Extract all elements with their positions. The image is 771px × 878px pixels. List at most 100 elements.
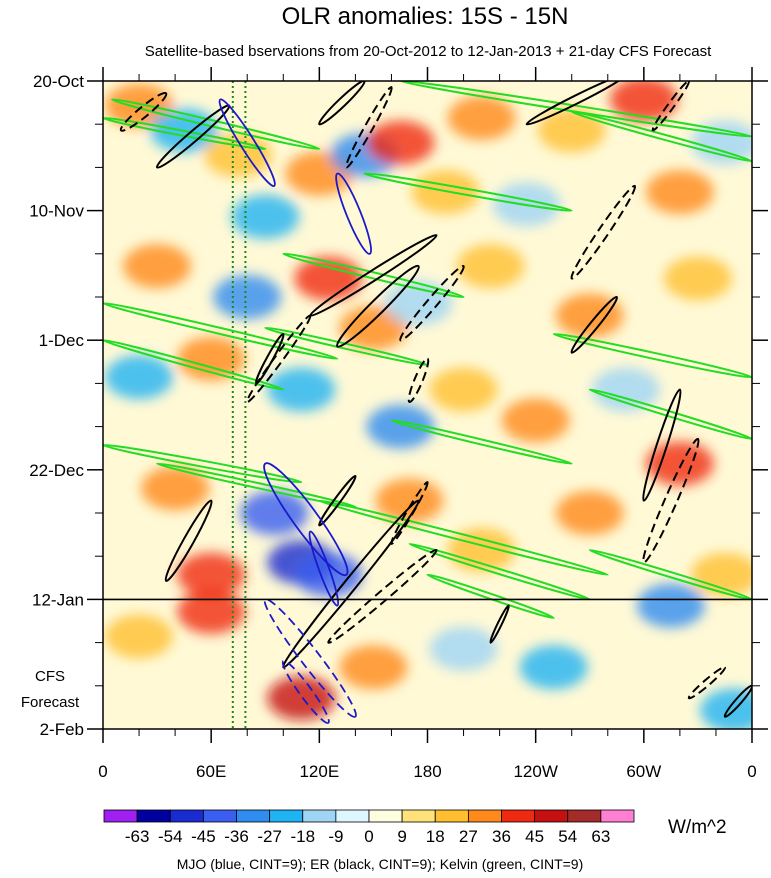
y-tick-label-5: 2-Feb — [40, 720, 84, 739]
mjo-contours — [218, 98, 372, 724]
anomaly-patch-27 — [501, 398, 570, 443]
anomaly-patch-21 — [663, 256, 732, 301]
anomaly-patch-46 — [699, 688, 752, 729]
colorbar-units: W/m^2 — [668, 817, 727, 838]
y-tick-label-0: 20-Oct — [33, 72, 84, 91]
mjo-contour-3 — [308, 530, 340, 607]
colorbar-label-10: 27 — [459, 827, 478, 846]
anomaly-patch-36 — [447, 528, 516, 573]
x-tick-label-0: 0 — [98, 762, 107, 781]
colorbar-label-3: -36 — [224, 827, 249, 846]
anomaly-patch-39 — [105, 614, 174, 659]
anomaly-patch-28 — [591, 367, 660, 412]
y-axis: 20-Oct 10-Nov 1-Dec 22-Dec 12-Jan 2-Feb — [29, 72, 768, 739]
anomaly-patch-10 — [537, 108, 606, 153]
colorbar-swatch-4 — [236, 809, 271, 823]
y-tick-label-1: 10-Nov — [29, 202, 84, 221]
colorbar-swatch-11 — [467, 809, 502, 823]
colorbar-label-6: -9 — [328, 827, 343, 846]
colorbar-swatch-12 — [501, 809, 536, 823]
anomaly-patch-12 — [645, 170, 714, 215]
colorbar-swatch-8 — [368, 809, 403, 823]
er-contour-0 — [119, 91, 168, 132]
anomaly-patch-33 — [294, 552, 363, 597]
colorbar-label-11: 36 — [492, 827, 511, 846]
colorbar-swatch-6 — [302, 809, 337, 823]
anomaly-patch-0 — [105, 83, 174, 128]
colorbar-swatch-5 — [269, 809, 304, 823]
er-contour-6 — [570, 184, 637, 280]
anomaly-patch-22 — [105, 355, 174, 400]
forecast-label-line1: CFS — [35, 668, 65, 685]
kelvin-contour-11 — [390, 419, 573, 465]
forecast-label-line2: Forecast — [21, 694, 80, 711]
colorbar-label-12: 45 — [525, 827, 544, 846]
x-tick-label-2: 120E — [299, 762, 339, 781]
x-tick-label-5: 60W — [626, 762, 661, 781]
er-contour-4 — [525, 81, 627, 126]
x-tick-label-1: 60E — [196, 762, 226, 781]
chart-subtitle: Satellite-based bservations from 20-Oct-… — [145, 43, 712, 60]
anomaly-patch-24 — [267, 367, 336, 412]
colorbar-swatch-9 — [401, 809, 436, 823]
colorbar-label-5: -18 — [290, 827, 315, 846]
anomaly-patch-38 — [690, 552, 752, 597]
colorbar-swatch-15 — [600, 809, 635, 823]
er-contour-10 — [570, 295, 619, 354]
colorbar-label-0: -63 — [125, 827, 150, 846]
colorbar-swatch-14 — [567, 809, 602, 823]
plot-area — [103, 81, 752, 729]
mjo-contour-5 — [281, 660, 330, 724]
anomaly-patch-26 — [429, 367, 498, 412]
anomaly-patch-8 — [447, 96, 516, 141]
kelvin-contour-14 — [318, 499, 609, 576]
kelvin-contour-1 — [103, 116, 267, 151]
colorbar-swatch-1 — [136, 809, 171, 823]
mjo-contour-2 — [263, 462, 349, 577]
anomaly-patch-23 — [177, 336, 246, 381]
colorbar-swatch-13 — [534, 809, 569, 823]
anomaly-patch-37 — [555, 491, 624, 535]
anomaly-patch-31 — [240, 491, 309, 535]
colorbar-swatch-0 — [103, 809, 138, 823]
anomaly-patch-40 — [177, 589, 246, 634]
colorbar-label-14: 63 — [591, 827, 610, 846]
x-axis: 0 60E 120E 180 120W 60W 0 — [98, 67, 757, 781]
y-tick-label-2: 1-Dec — [39, 331, 85, 350]
colorbar-label-7: 0 — [364, 827, 373, 846]
anomaly-patch-18 — [384, 281, 453, 326]
anomaly-patch-34 — [177, 552, 246, 597]
er-contour-16 — [164, 499, 213, 582]
anomaly-patch-17 — [339, 305, 408, 350]
colorbar-label-4: -27 — [257, 827, 282, 846]
er-contour-23 — [723, 684, 752, 718]
colorbar-label-9: 18 — [426, 827, 445, 846]
x-tick-label-6: 0 — [747, 762, 756, 781]
er-contour-8 — [336, 264, 420, 348]
mjo-contour-0 — [218, 98, 276, 187]
kelvin-contour-12 — [103, 443, 303, 484]
legend-note: MJO (blue, CINT=9); ER (black, CINT=9); … — [177, 856, 584, 872]
x-tick-label-3: 180 — [413, 762, 441, 781]
colorbar: -63 -54 -45 -36 -27 -18 -9 0 9 18 27 36 45 54 63 — [103, 809, 635, 846]
er-contour-9 — [399, 265, 465, 342]
anomaly-patch-6 — [366, 120, 435, 165]
colorbar-swatch-7 — [335, 809, 370, 823]
er-contour-12 — [246, 314, 312, 403]
anomaly-patch-25 — [366, 404, 435, 449]
anomaly-patch-7 — [411, 170, 480, 215]
mjo-contour-4 — [263, 598, 357, 718]
x-tick-label-4: 120W — [513, 762, 557, 781]
colorbar-label-13: 54 — [558, 827, 577, 846]
anomaly-patch-30 — [141, 466, 210, 511]
colorbar-label-8: 9 — [397, 827, 406, 846]
kelvin-contour-5 — [282, 252, 465, 299]
er-contour-3 — [345, 86, 393, 169]
colorbar-label-2: -45 — [191, 827, 216, 846]
er-contour-5 — [651, 81, 691, 132]
reference-lines — [231, 81, 247, 729]
colorbar-swatch-10 — [434, 809, 469, 823]
colorbar-label-1: -54 — [158, 827, 183, 846]
colorbar-swatch-2 — [169, 809, 204, 823]
